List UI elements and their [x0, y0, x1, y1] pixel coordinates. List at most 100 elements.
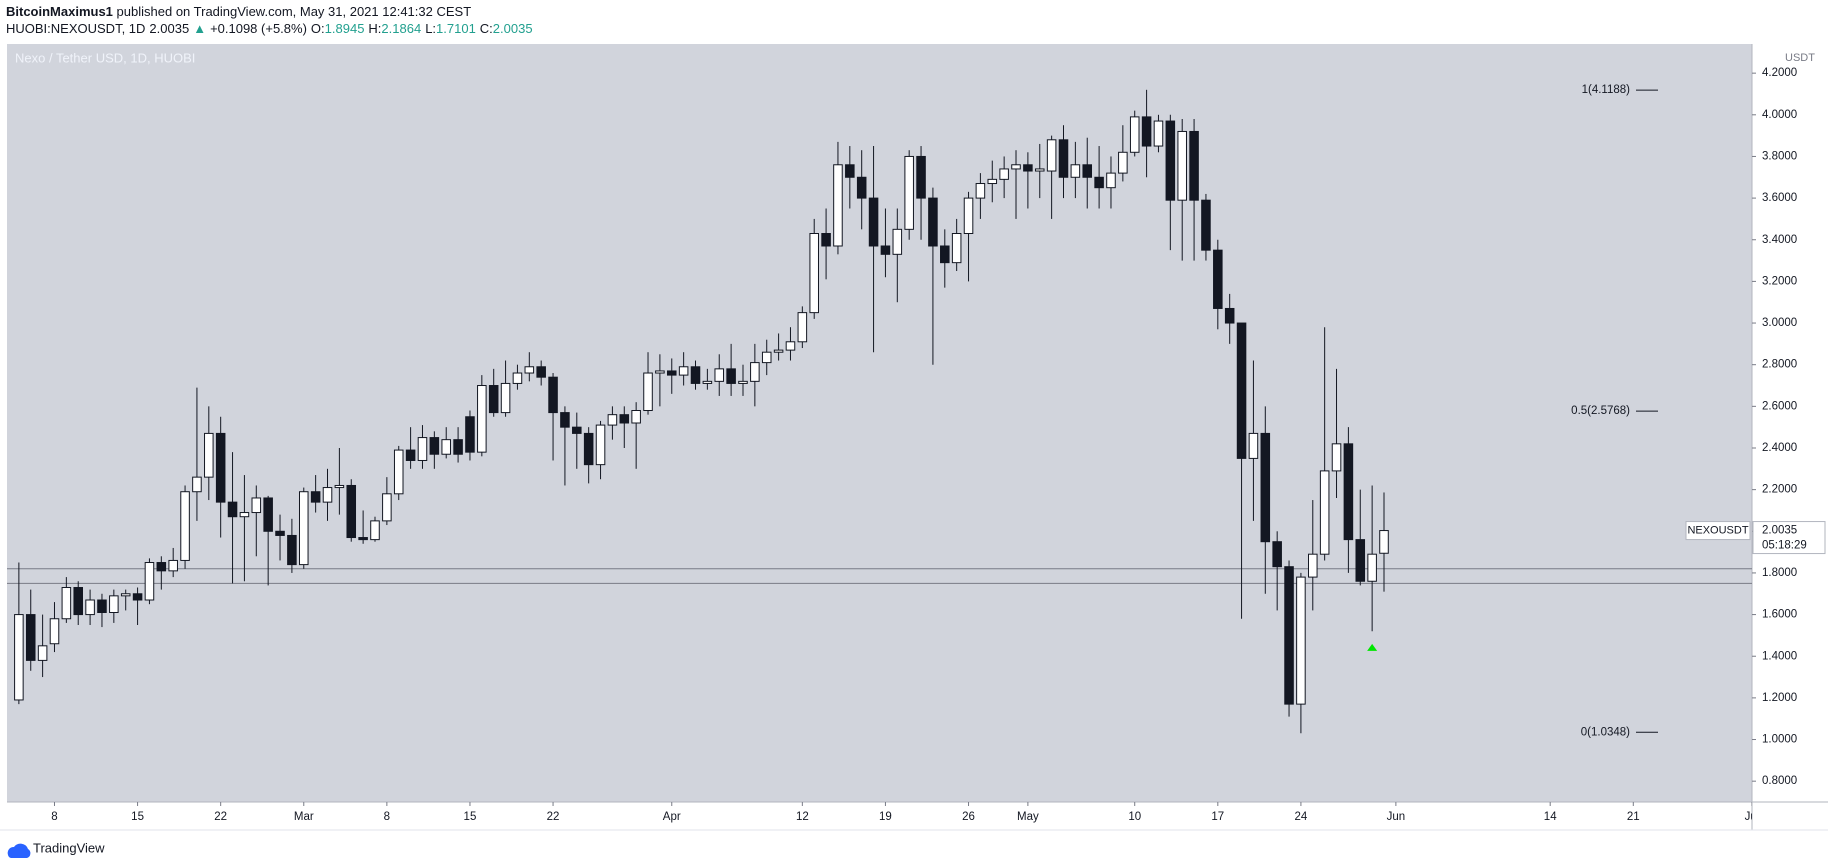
- candle-body: [963, 197, 974, 235]
- last-price: 2.0035: [149, 21, 190, 36]
- candle-body: [524, 366, 535, 374]
- x-tick-label: 8: [384, 811, 390, 823]
- ohlc-label: L:: [425, 21, 437, 36]
- candle-body: [358, 537, 368, 541]
- x-tick-label: May: [1017, 811, 1039, 823]
- author: BitcoinMaximus1: [6, 4, 113, 19]
- y-tick-label: 3.4000: [1762, 234, 1797, 246]
- candle-body: [382, 493, 392, 522]
- candle-body: [809, 233, 819, 314]
- arrow: ▲: [193, 21, 207, 36]
- candle-body: [1094, 176, 1104, 189]
- y-tick-label: 1.4000: [1762, 650, 1797, 662]
- candle-body: [429, 437, 440, 455]
- candle-body: [666, 370, 677, 376]
- x-tick-label: 14: [1544, 811, 1557, 823]
- candle-body: [833, 164, 843, 247]
- candle-body: [180, 491, 190, 561]
- x-tick-label: Jun: [1387, 811, 1406, 823]
- candle-body: [702, 380, 713, 384]
- y-tick-label: 0.8000: [1762, 775, 1797, 787]
- candle-body: [655, 370, 665, 374]
- candle-body: [132, 593, 143, 601]
- countdown: 05:18:29: [1762, 540, 1807, 552]
- ohlc-label: H:: [368, 21, 382, 36]
- candle-body: [1343, 443, 1354, 541]
- candle-body: [465, 416, 475, 453]
- candle-body: [548, 376, 558, 414]
- candle-body: [168, 559, 178, 572]
- candle-body: [215, 432, 226, 503]
- candle-body: [1296, 576, 1306, 705]
- candle-body: [1331, 443, 1342, 472]
- candle-body: [738, 380, 748, 384]
- x-tick-label: Mar: [294, 811, 314, 823]
- candle-body: [1355, 539, 1366, 582]
- candle-body: [1046, 139, 1057, 172]
- candle-body: [951, 233, 962, 264]
- x-tick-label: 12: [796, 811, 809, 823]
- candle-body: [797, 312, 808, 343]
- candle-body: [1082, 164, 1093, 178]
- x-tick-label: 26: [962, 811, 975, 823]
- candle-body: [595, 424, 606, 466]
- change: +0.1098 (+5.8%): [210, 21, 307, 36]
- y-tick-label: 2.8000: [1762, 359, 1797, 371]
- candle-body: [334, 484, 345, 489]
- y-tick-label: 3.2000: [1762, 275, 1797, 287]
- y-axis-label: USDT: [1785, 52, 1815, 64]
- symbol-tag-box: [1685, 521, 1751, 541]
- candle-body: [1224, 307, 1235, 324]
- candle-body: [1367, 553, 1377, 582]
- candle-body: [393, 449, 404, 495]
- candle-body: [1118, 151, 1128, 174]
- brand: TradingView: [33, 840, 105, 855]
- y-tick-label: 4.2000: [1762, 67, 1797, 79]
- candle-body: [619, 414, 630, 424]
- candle-body: [856, 176, 867, 199]
- plot: 1(4.1188) 0.5(2.5768) 0(1.0348): [7, 84, 1752, 738]
- candle-body: [1034, 168, 1045, 172]
- plot-area: [7, 44, 1752, 802]
- candle-body: [892, 228, 903, 255]
- candle-body: [536, 366, 546, 378]
- candle-body: [1106, 172, 1116, 189]
- candle-body: [61, 587, 72, 620]
- candle-body: [310, 491, 321, 503]
- published: published on TradingView.com, May 31, 20…: [116, 4, 472, 19]
- candle-body: [298, 491, 309, 566]
- candle-body: [1308, 553, 1318, 578]
- candle-body: [726, 368, 736, 384]
- x-tick-label: 19: [879, 811, 892, 823]
- candle-body: [761, 351, 772, 364]
- candle-body: [773, 349, 784, 353]
- ohlc: O:1.8945 H:2.1864 L:1.7101 C:2.0035: [311, 21, 537, 36]
- candle-body: [1213, 249, 1223, 309]
- candle-body: [1129, 116, 1140, 153]
- candle-body: [512, 372, 523, 384]
- candle-body: [1260, 432, 1271, 543]
- symbol-tag: NEXOUSDT: [1687, 524, 1748, 536]
- x-tick-label: 22: [214, 811, 227, 823]
- candle-body: [999, 168, 1009, 180]
- x-tick-label: Jul: [1745, 811, 1760, 823]
- candle-body: [845, 164, 855, 178]
- candle-body: [453, 439, 463, 455]
- chart-title: Nexo / Tether USD, 1D, HUOBI: [15, 50, 195, 65]
- candle-body: [1319, 470, 1330, 555]
- x-tick-label: 22: [547, 811, 560, 823]
- x-tick-label: 24: [1295, 811, 1308, 823]
- candle-body: [1201, 199, 1211, 251]
- y-tick-label: 3.8000: [1762, 150, 1797, 162]
- candle-body: [750, 362, 760, 382]
- candle-body: [560, 412, 570, 428]
- candle-body: [322, 487, 333, 503]
- candle-body: [73, 587, 83, 616]
- candle-body: [714, 368, 725, 382]
- logo-icon: [7, 843, 31, 858]
- candle-body: [987, 178, 998, 185]
- candle-body: [821, 233, 831, 247]
- x-tick-label: 15: [464, 811, 477, 823]
